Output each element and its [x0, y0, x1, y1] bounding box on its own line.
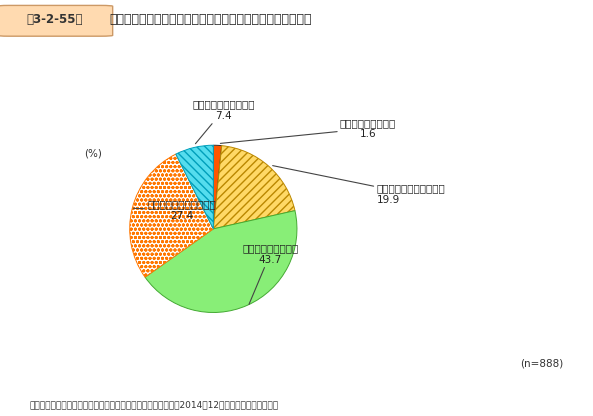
- Wedge shape: [176, 145, 213, 229]
- Text: どちらともいえない
43.7: どちらともいえない 43.7: [242, 243, 298, 304]
- Text: 産業政策立案の際の近隣自治体との連携・調整（市町村）: 産業政策立案の際の近隣自治体との連携・調整（市町村）: [110, 13, 312, 27]
- Text: ある程度連携できている
19.9: ある程度連携できている 19.9: [273, 166, 445, 205]
- Wedge shape: [213, 146, 295, 229]
- Wedge shape: [130, 154, 213, 277]
- Wedge shape: [145, 210, 297, 312]
- Wedge shape: [213, 145, 222, 229]
- Text: (n=888): (n=888): [520, 358, 563, 368]
- Text: 資料：中小企業庁委託「地域活性化への取組に関する調査」（2014年12月、ランドブレイン㈱）: 資料：中小企業庁委託「地域活性化への取組に関する調査」（2014年12月、ランド…: [30, 401, 279, 410]
- Text: あまり連携できていない
27.4: あまり連携できていない 27.4: [133, 200, 216, 221]
- FancyBboxPatch shape: [0, 5, 113, 36]
- Text: (%): (%): [84, 149, 101, 158]
- Text: 第3-2-55図: 第3-2-55図: [26, 13, 83, 27]
- Text: 密に連携できている
1.6: 密に連携できている 1.6: [221, 118, 396, 144]
- Text: 全く連携できていない
7.4: 全く連携できていない 7.4: [192, 99, 254, 144]
